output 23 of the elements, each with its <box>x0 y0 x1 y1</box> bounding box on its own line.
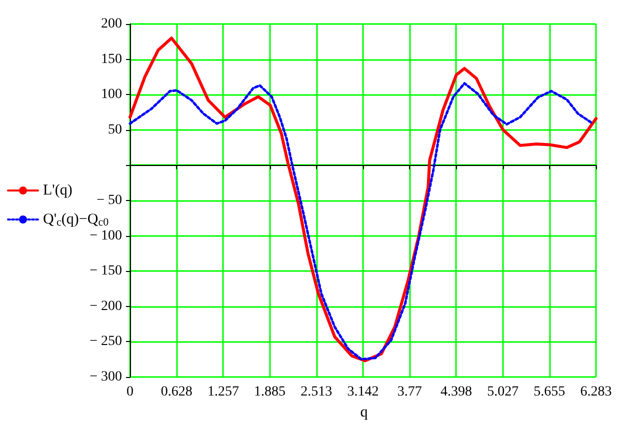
y-tick-label: − 50 <box>96 193 122 208</box>
x-tick-label: 0.628 <box>160 384 192 400</box>
x-tick-label: 6.283 <box>580 384 612 400</box>
y-tick-label: 200 <box>101 16 122 32</box>
legend-label: L'(q) <box>43 182 72 198</box>
x-tick-label: 1.257 <box>207 384 239 400</box>
x-axis-title: q <box>360 404 368 420</box>
x-tick-label: 3.77 <box>397 384 422 400</box>
y-tick-label: 100 <box>101 87 122 102</box>
x-tick-label: 0 <box>126 384 134 400</box>
x-tick-label: 5.027 <box>487 384 519 400</box>
x-tick-label: 2.513 <box>300 384 332 400</box>
y-tick-label: 50 <box>108 122 122 138</box>
y-tick-label: − 250 <box>90 334 122 350</box>
y-tick-label: − 300 <box>90 370 122 384</box>
x-tick-label: 1.885 <box>254 384 286 400</box>
y-tick-label: 150 <box>101 52 122 67</box>
y-tick-label: − 200 <box>90 298 122 314</box>
x-tick-label: 3.142 <box>347 384 379 400</box>
y-tick-label: − 150 <box>90 264 122 279</box>
x-tick-label: 4.398 <box>440 384 472 400</box>
y-tick-label: − 100 <box>90 228 122 244</box>
x-tick-label: 5.655 <box>534 384 566 400</box>
